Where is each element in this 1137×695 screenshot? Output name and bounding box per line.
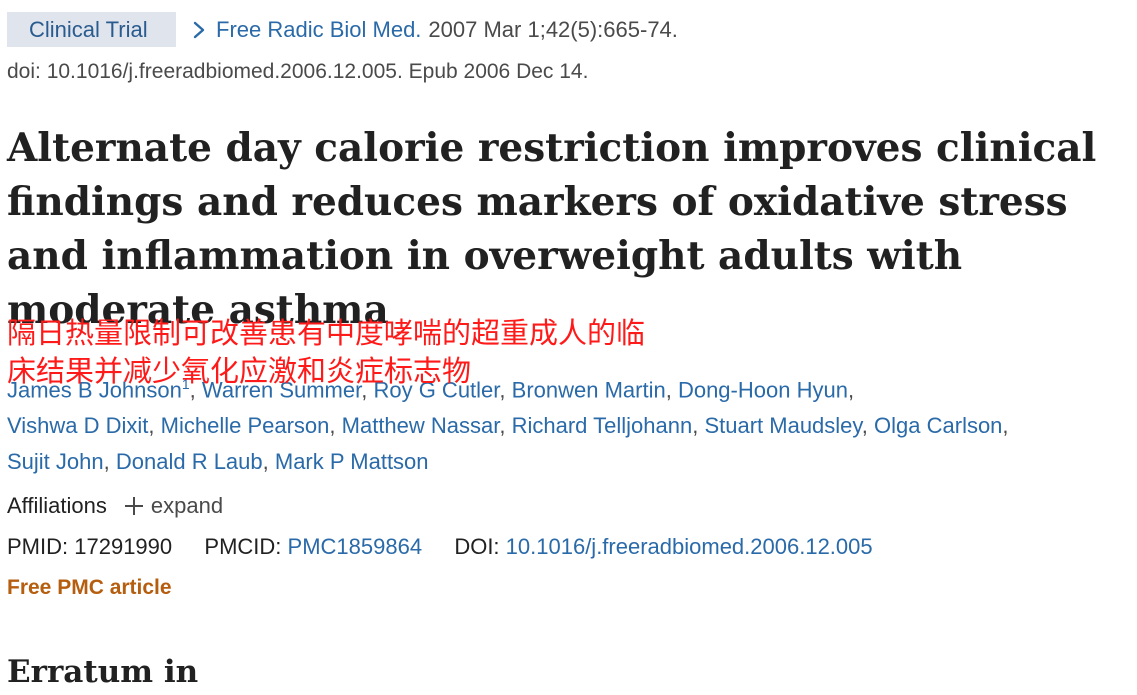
author-list: James B Johnson1, Warren Summer, Roy G C… — [7, 376, 1009, 475]
expand-button[interactable]: expand — [150, 493, 224, 518]
pmid-label: PMID: — [7, 534, 69, 559]
author-footnote: 1 — [181, 376, 190, 392]
author-link[interactable]: Dong-Hoon Hyun — [677, 377, 848, 403]
chevron-right-icon — [193, 21, 205, 38]
doi-link[interactable]: 10.1016/j.freeradbiomed.2006.12.005 — [505, 534, 873, 559]
author-link[interactable]: Vishwa D Dixit — [7, 413, 149, 439]
pmcid-link[interactable]: PMC1859864 — [287, 534, 423, 559]
article-type-badge: Clinical Trial — [7, 12, 176, 47]
pmid-value: 17291990 — [74, 534, 173, 559]
author-link[interactable]: Olga Carlson — [874, 413, 1003, 439]
doi-epub-line: doi: 10.1016/j.freeradbiomed.2006.12.005… — [7, 60, 589, 83]
author-link[interactable]: Matthew Nassar — [341, 413, 500, 439]
identifiers-row: PMID: 17291990 PMCID: PMC1859864 DOI: 10… — [7, 534, 873, 560]
doi-label: DOI: — [454, 534, 500, 559]
author-link[interactable]: James B Johnson — [7, 377, 182, 403]
author-link[interactable]: Bronwen Martin — [511, 377, 666, 403]
author-link[interactable]: Roy G Cutler — [373, 377, 500, 403]
article-title: Alternate day calorie restriction improv… — [7, 125, 1097, 333]
author-link[interactable]: Mark P Mattson — [274, 449, 429, 475]
author-link[interactable]: Stuart Maudsley — [704, 413, 862, 439]
author-link[interactable]: Richard Telljohann — [511, 413, 693, 439]
journal-link[interactable]: Free Radic Biol Med. — [216, 16, 422, 42]
free-pmc-article-link[interactable]: Free PMC article — [7, 576, 172, 599]
author-link[interactable]: Sujit John — [7, 449, 104, 475]
citation-details: 2007 Mar 1;42(5):665-74. — [428, 16, 678, 42]
affiliations-label: Affiliations — [7, 493, 107, 518]
translation-overlay: 隔日热量限制可改善患有中度哮喘的超重成人的临床结果并减少氧化应激和炎症标志物 — [7, 316, 646, 388]
plus-icon — [124, 497, 143, 515]
erratum-heading: Erratum in — [7, 654, 199, 690]
citation-header: Clinical Trial Free Radic Biol Med. 2007… — [7, 12, 678, 47]
affiliations-toggle[interactable]: Affiliations expand — [7, 493, 223, 519]
author-link[interactable]: Donald R Laub — [115, 449, 263, 475]
pmcid-label: PMCID: — [204, 534, 282, 559]
author-link[interactable]: Warren Summer — [201, 377, 362, 403]
author-link[interactable]: Michelle Pearson — [160, 413, 330, 439]
